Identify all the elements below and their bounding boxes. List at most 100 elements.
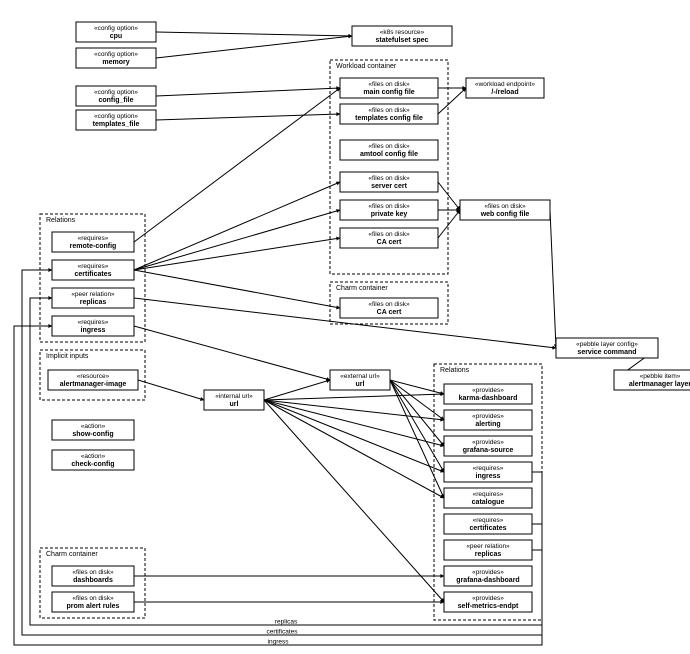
node-stereo: «requires» [473,465,504,472]
node-stereo: «requires» [473,517,504,524]
node-stereo: «config option» [94,25,138,32]
node-stereo: «files on disk» [368,81,410,88]
group-title: Charm container [46,551,98,558]
node-label: url [230,401,239,408]
node-label: replicas [475,551,502,558]
node-stereo: «provides» [472,413,504,420]
node-label: catalogue [472,499,505,506]
node-label: cpu [110,33,122,40]
node-stereo: «files on disk» [368,231,410,238]
node-stereo: «external url» [340,373,380,380]
node-stereo: «peer relation» [466,543,510,550]
node-stereo: «files on disk» [368,203,410,210]
node-label: dashboards [73,577,113,584]
edge [438,182,460,210]
node-stereo: «requires» [473,491,504,498]
node-label: memory [102,59,129,66]
edge [550,210,556,348]
node-stereo: «config option» [94,113,138,120]
node-stereo: «files on disk» [72,569,114,576]
node-stereo: «config option» [94,51,138,58]
node-label: web config file [480,211,530,218]
node-label: alerting [475,421,500,428]
node-label: statefulset spec [376,37,429,44]
group-title: Workload container [336,63,397,70]
node-label: private key [371,211,408,218]
node-label: prom alert rules [67,603,120,610]
node-stereo: «resource» [77,373,110,380]
edge [264,400,444,498]
edge-label: ingress [268,639,290,646]
node-label: templates_file [93,121,140,128]
node-stereo: «provides» [472,595,504,602]
edge [264,400,444,602]
node-stereo: «requires» [78,235,109,242]
node-label: certificates [470,525,507,532]
edge [438,210,460,238]
node-stereo: «provides» [472,569,504,576]
node-label: remote-config [70,243,117,250]
group-title: Relations [440,367,470,374]
node-label: /-/reload [491,89,518,96]
node-stereo: «config option» [94,89,138,96]
node-label: check-config [71,461,114,468]
node-stereo: «k8s resource» [380,29,425,36]
node-stereo: «requires» [78,263,109,270]
node-stereo: «peer relation» [71,291,115,298]
node-label: url [356,381,365,388]
node-label: service command [577,349,636,356]
node-label: grafana-dashboard [456,577,519,584]
node-label: CA cert [377,309,402,316]
edge [156,32,352,36]
node-label: ingress [81,327,106,334]
edge [438,88,466,114]
node-stereo: «workload endpoint» [475,81,535,88]
edge [134,326,330,380]
group-title: Charm container [336,285,388,292]
node-label: alertmanager layer [629,381,690,388]
edge [156,114,340,120]
edge [134,182,340,270]
node-label: ingress [476,473,501,480]
node-stereo: «pebble layer config» [576,341,638,348]
node-label: templates config file [355,115,423,122]
edge [156,36,352,58]
node-label: karma-dashboard [459,395,518,402]
group-title: Relations [46,217,76,224]
node-label: self-metrics-endpt [458,603,519,610]
node-label: main config file [363,89,414,96]
node-stereo: «pebble item» [640,373,681,380]
node-stereo: «internal url» [215,393,253,400]
node-stereo: «files on disk» [72,595,114,602]
edge [390,380,444,420]
diagram-canvas: RelationsImplicit inputsWorkload contain… [0,0,690,654]
edge-label: certificates [266,629,298,636]
node-stereo: «files on disk» [368,301,410,308]
node-label: replicas [80,299,107,306]
edge [134,270,340,308]
edge-label: replicas [275,619,298,626]
edge [138,380,204,400]
edge [264,400,444,472]
edge [156,88,340,96]
node-stereo: «files on disk» [368,175,410,182]
edge [134,238,340,270]
node-label: grafana-source [463,447,514,454]
node-label: certificates [75,271,112,278]
node-stereo: «requires» [78,319,109,326]
node-stereo: «files on disk» [368,143,410,150]
edge [390,380,444,498]
edge [390,380,444,394]
node-stereo: «files on disk» [368,107,410,114]
node-label: config_file [98,97,133,104]
node-label: amtool config file [360,151,418,158]
node-label: show-config [72,431,113,438]
node-stereo: «provides» [472,439,504,446]
node-stereo: «action» [81,423,106,430]
edge [264,394,444,400]
edge [264,400,444,420]
node-stereo: «action» [81,453,106,460]
edge [264,380,330,400]
node-label: server cert [371,183,407,190]
node-label: alertmanager-image [60,381,127,388]
